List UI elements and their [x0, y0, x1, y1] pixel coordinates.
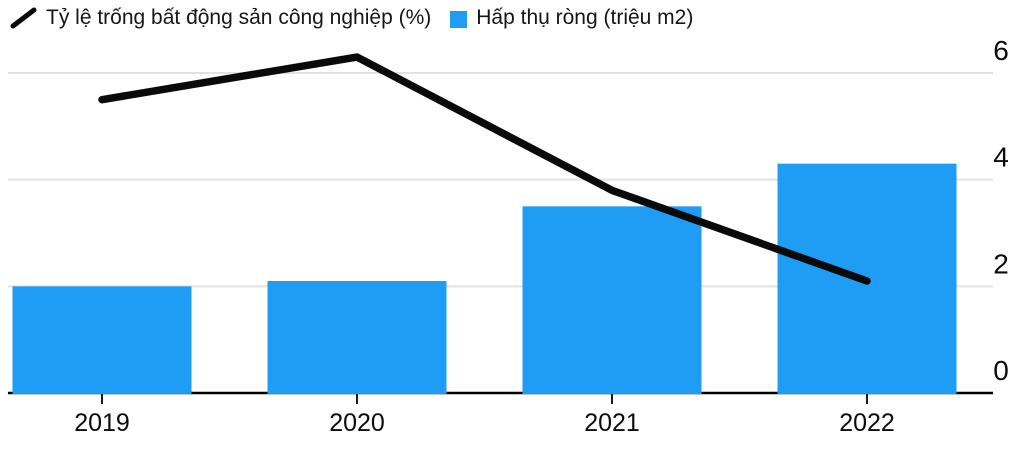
- x-axis-label-2020: 2020: [329, 409, 385, 437]
- bar-series-layer: [12, 163, 957, 394]
- bar-2020: [267, 281, 447, 394]
- x-axis-label-2021: 2021: [584, 409, 640, 437]
- legend-label-absorption: Hấp thụ ròng (triệu m2): [476, 6, 694, 29]
- x-axis-label-2019: 2019: [74, 409, 130, 437]
- axis-labels-layer: 2019 2020 2021 2022 0 2 4 6: [74, 35, 1009, 437]
- legend-item-vacancy: Tỷ lệ trống bất động sản công nghiệp (%): [10, 5, 431, 31]
- bar-2021: [522, 206, 702, 394]
- y-axis-label-4: 4: [993, 142, 1009, 173]
- line-series-layer: [98, 53, 871, 285]
- legend-label-vacancy: Tỷ lệ trống bất động sản công nghiệp (%): [46, 6, 432, 29]
- chart-legend: Tỷ lệ trống bất động sản công nghiệp (%)…: [10, 5, 693, 31]
- bar-series-swatch-icon: [450, 10, 468, 28]
- x-axis-label-2022: 2022: [839, 409, 895, 437]
- legend-item-absorption: Hấp thụ ròng (triệu m2): [450, 6, 693, 30]
- bar-2019: [12, 286, 192, 394]
- y-axis-label-2: 2: [993, 248, 1009, 279]
- y-axis-label-6: 6: [993, 35, 1009, 66]
- line-series-icon: [10, 7, 37, 29]
- vacancy-rate-line: [98, 53, 871, 285]
- y-axis-label-0: 0: [993, 355, 1009, 386]
